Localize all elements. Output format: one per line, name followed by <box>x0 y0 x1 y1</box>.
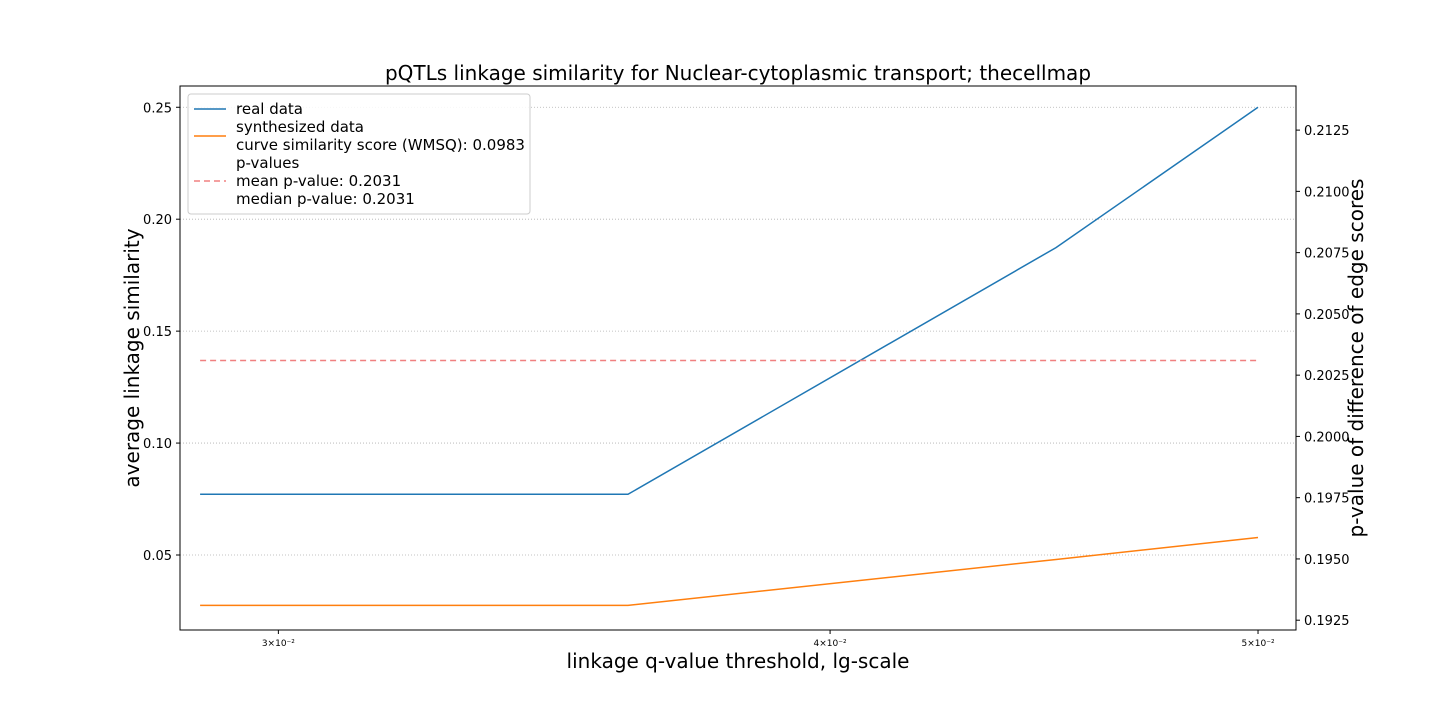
y-left-tick-label: 0.15 <box>143 325 172 340</box>
y-right-tick-label: 0.2000 <box>1304 430 1350 445</box>
y-right-tick-label: 0.1950 <box>1304 553 1350 568</box>
y-left-tick-label: 0.05 <box>143 549 172 564</box>
legend-label: curve similarity score (WMSQ): 0.0983 <box>236 136 525 154</box>
y-right-tick-label: 0.2100 <box>1304 185 1350 200</box>
legend-label: median p-value: 0.2031 <box>236 190 415 208</box>
x-axis-label: linkage q-value threshold, lg-scale <box>567 649 910 673</box>
plot-frame <box>179 85 1297 631</box>
series-line-synthesized-data <box>200 536 1259 607</box>
y-right-tick-label: 0.2050 <box>1304 308 1350 323</box>
y-axis-left: 0.05 0.10 0.15 0.20 0.25 <box>143 101 180 564</box>
y-left-tick-label: 0.10 <box>143 437 172 452</box>
legend-box <box>187 93 531 215</box>
y-axis-right: 0.1925 0.1950 0.1975 0.2000 0.2025 0.2050 0.20… <box>1296 124 1350 629</box>
y-axis-right-label: p-value of difference of edge scores <box>1344 179 1368 538</box>
legend-label: mean p-value: 0.2031 <box>236 172 401 190</box>
x-tick-label: 3×10⁻² <box>262 639 295 649</box>
x-tick-label: 5×10⁻² <box>1241 639 1274 649</box>
x-axis: 3×10⁻² 4×10⁻² 5×10⁻² <box>262 630 1275 649</box>
plot-series <box>200 106 1259 607</box>
y-right-tick-label: 0.1925 <box>1304 614 1350 629</box>
y-right-tick-label: 0.1975 <box>1304 492 1350 507</box>
y-left-tick-label: 0.20 <box>143 213 172 228</box>
legend-label: synthesized data <box>236 118 364 136</box>
y-right-tick-label: 0.2075 <box>1304 247 1350 262</box>
y-right-tick-label: 0.2025 <box>1304 369 1350 384</box>
x-tick-label: 4×10⁻² <box>814 639 847 649</box>
y-right-tick-label: 0.2125 <box>1304 124 1350 139</box>
legend-label: p-values <box>236 154 300 172</box>
y-axis-left-label: average linkage similarity <box>120 228 144 487</box>
legend-label: real data <box>236 100 303 118</box>
chart-title: pQTLs linkage similarity for Nuclear-cyt… <box>385 61 1091 85</box>
y-left-tick-label: 0.25 <box>143 101 172 116</box>
series-line-real-data <box>200 106 1259 496</box>
